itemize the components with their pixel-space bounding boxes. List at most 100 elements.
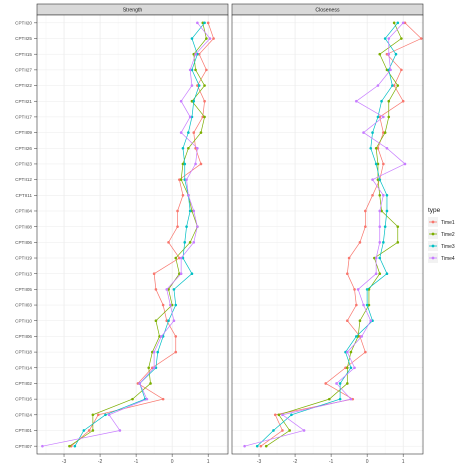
data-point-time4 bbox=[152, 366, 156, 370]
data-point-time4 bbox=[360, 335, 364, 338]
data-point-time1 bbox=[196, 84, 199, 87]
data-point-time1 bbox=[259, 444, 263, 448]
data-point-time1 bbox=[161, 303, 165, 307]
y-tick-label: CPTII01 bbox=[15, 428, 32, 433]
data-point-time3 bbox=[385, 209, 389, 213]
closeness-panel: Closeness -3 -2 -1 0 1 bbox=[231, 3, 424, 465]
y-axis: CPTII20 CPTII25 CPTII15 CPTII27 CPTII22 CPTII… bbox=[15, 20, 37, 449]
data-point-time2 bbox=[385, 68, 389, 72]
data-point-time2 bbox=[68, 444, 71, 448]
series-line-time3 bbox=[74, 22, 205, 447]
facet-title: Strength bbox=[123, 7, 143, 13]
data-point-time1 bbox=[353, 288, 356, 291]
data-point-time4 bbox=[387, 52, 391, 56]
data-point-time3 bbox=[371, 131, 374, 134]
data-point-time2 bbox=[376, 162, 380, 166]
data-point-time1 bbox=[378, 115, 382, 119]
data-point-time2 bbox=[203, 84, 206, 87]
data-point-time2 bbox=[203, 115, 206, 119]
data-point-time2 bbox=[131, 397, 134, 401]
data-point-time1 bbox=[401, 99, 405, 103]
data-point-time3 bbox=[385, 194, 389, 197]
data-point-time2 bbox=[181, 162, 185, 166]
data-point-time1 bbox=[87, 429, 91, 432]
y-tick-label: CPTII19 bbox=[15, 256, 32, 261]
data-point-time4 bbox=[369, 319, 373, 323]
data-point-time3 bbox=[185, 225, 188, 228]
data-point-time2 bbox=[367, 303, 371, 307]
data-point-time2 bbox=[178, 272, 181, 275]
data-point-time2 bbox=[190, 209, 194, 213]
data-point-time3 bbox=[371, 319, 374, 323]
data-point-time2 bbox=[374, 146, 378, 150]
data-point-time1 bbox=[154, 288, 158, 291]
data-point-time2 bbox=[187, 146, 190, 150]
data-point-time1 bbox=[364, 209, 367, 213]
facet-title: Closeness bbox=[315, 7, 340, 13]
legend-title: type bbox=[428, 207, 441, 214]
data-point-time4 bbox=[165, 288, 169, 291]
legend-label-time3: Time3 bbox=[441, 244, 455, 250]
data-point-time1 bbox=[324, 382, 327, 385]
y-tick-label: CPTII14 bbox=[15, 365, 32, 370]
data-point-time4 bbox=[196, 21, 199, 25]
data-point-time1 bbox=[167, 241, 170, 244]
y-tick-label: CPTII25 bbox=[15, 36, 32, 41]
y-tick-label: CPTII13 bbox=[15, 271, 32, 276]
data-point-time3 bbox=[82, 429, 86, 432]
data-point-time4 bbox=[378, 209, 382, 213]
data-point-time4 bbox=[302, 429, 306, 432]
data-point-time2 bbox=[194, 68, 197, 72]
data-point-time4 bbox=[403, 162, 407, 166]
data-point-time4 bbox=[179, 256, 183, 260]
data-point-time4 bbox=[41, 444, 44, 448]
data-point-time1 bbox=[419, 37, 423, 40]
data-point-time2 bbox=[205, 37, 208, 40]
data-point-time3 bbox=[167, 319, 170, 323]
data-point-time4 bbox=[196, 225, 199, 228]
legend-label-time1: Time1 bbox=[441, 220, 455, 226]
data-point-time1 bbox=[281, 429, 284, 432]
data-point-time4 bbox=[401, 21, 405, 25]
data-point-time3 bbox=[187, 131, 190, 134]
data-point-time2 bbox=[190, 99, 194, 103]
data-point-time4 bbox=[185, 178, 188, 181]
data-point-time3 bbox=[172, 288, 176, 291]
data-point-time3 bbox=[374, 162, 378, 166]
data-point-time1 bbox=[161, 397, 165, 401]
data-point-time1 bbox=[181, 194, 185, 197]
y-tick-label: CPTII09 bbox=[15, 130, 32, 135]
data-point-time1 bbox=[358, 241, 362, 244]
legend-key-point bbox=[431, 244, 435, 248]
data-point-time3 bbox=[196, 52, 199, 56]
data-point-time2 bbox=[378, 194, 382, 197]
data-point-time3 bbox=[380, 99, 383, 103]
data-point-time3 bbox=[382, 241, 385, 244]
y-tick-label: CPTII15 bbox=[15, 52, 32, 57]
legend-key-point bbox=[431, 256, 435, 260]
data-point-time2 bbox=[373, 256, 376, 260]
data-point-time2 bbox=[346, 382, 349, 385]
data-point-time3 bbox=[188, 209, 192, 213]
data-point-time2 bbox=[91, 429, 95, 432]
data-point-time4 bbox=[196, 146, 199, 150]
data-point-time2 bbox=[288, 429, 291, 432]
data-point-time2 bbox=[376, 178, 380, 181]
y-tick-label: CPTII07 bbox=[15, 444, 32, 449]
data-point-time1 bbox=[385, 52, 389, 56]
data-point-time1 bbox=[355, 303, 358, 307]
data-point-time4 bbox=[179, 131, 183, 134]
data-point-time3 bbox=[203, 21, 206, 25]
data-point-time1 bbox=[136, 382, 140, 385]
data-point-time4 bbox=[335, 382, 338, 385]
data-point-time3 bbox=[394, 52, 398, 56]
data-point-time3 bbox=[338, 382, 342, 385]
strength-panel: Strength -3 -2 -1 0 1 bbox=[36, 3, 229, 465]
data-point-time4 bbox=[243, 444, 246, 448]
data-point-time1 bbox=[96, 413, 100, 417]
data-point-time1 bbox=[197, 52, 201, 56]
data-point-time2 bbox=[378, 52, 382, 56]
data-point-time3 bbox=[192, 99, 196, 103]
data-point-time3 bbox=[190, 115, 194, 119]
